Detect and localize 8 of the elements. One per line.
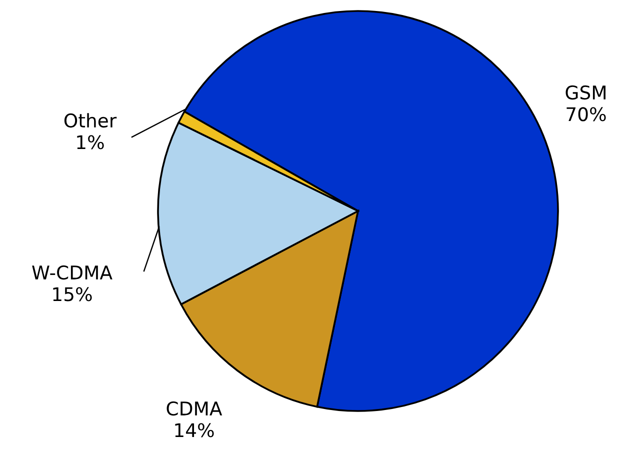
data-label: 15% — [53, 287, 92, 302]
slice-label: Other — [64, 113, 117, 128]
slice-label: GSM — [566, 85, 606, 100]
data-label: 70% — [566, 107, 606, 122]
data-label: 14% — [175, 423, 214, 438]
slice-label: W-CDMA — [32, 265, 112, 280]
data-label: 1% — [77, 135, 104, 150]
slice-label: CDMA — [166, 401, 222, 416]
